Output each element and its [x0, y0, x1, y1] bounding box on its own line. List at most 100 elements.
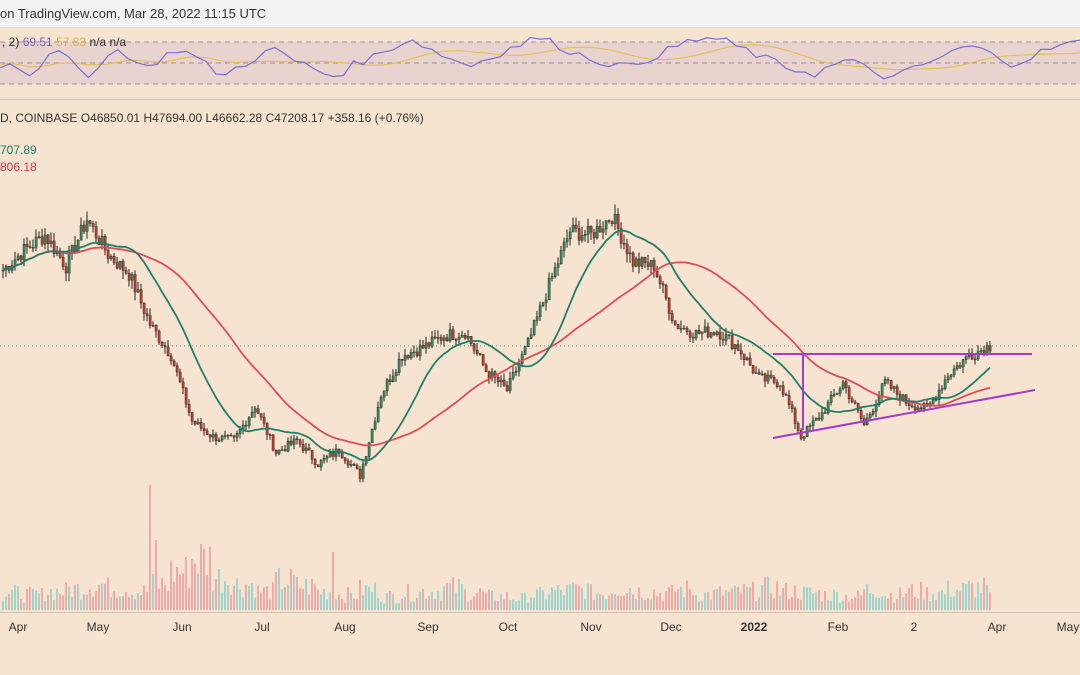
candle-body	[394, 372, 398, 377]
volume-bar	[773, 598, 775, 610]
volume-bar	[968, 580, 970, 610]
volume-bar	[920, 581, 922, 610]
candle-body	[682, 327, 686, 330]
volume-bar	[533, 597, 535, 610]
ma50-line	[2, 246, 991, 447]
candle-body	[259, 413, 263, 418]
candle-body	[622, 243, 626, 245]
candle-body	[223, 435, 227, 437]
volume-bar	[914, 596, 916, 610]
volume-bar	[764, 576, 766, 610]
volume-bar	[29, 586, 31, 610]
volume-bar	[767, 576, 769, 610]
candle-body	[358, 468, 362, 479]
volume-bar	[212, 591, 214, 610]
candle-body	[817, 417, 821, 420]
candle-body	[946, 376, 950, 381]
candle-body	[193, 421, 197, 425]
volume-bar	[551, 587, 553, 610]
volume-bar	[68, 586, 70, 610]
candle-body	[856, 403, 860, 411]
volume-bar	[827, 600, 829, 610]
candle-body	[829, 394, 833, 403]
candle-body	[709, 332, 713, 338]
candle-body	[703, 326, 707, 333]
candle-body	[811, 420, 815, 426]
volume-bar	[707, 592, 709, 610]
volume-bar	[224, 581, 226, 610]
candle-body	[820, 412, 824, 420]
rsi-ma-value: 57.83	[56, 35, 87, 49]
volume-bar	[875, 597, 877, 610]
volume-bar	[362, 595, 364, 610]
volume-bar	[113, 591, 115, 610]
candle-body	[208, 434, 212, 438]
candle-body	[448, 329, 452, 342]
candle-body	[412, 351, 416, 354]
volume-bar	[749, 587, 751, 610]
candle-body	[655, 270, 659, 277]
volume-bar	[218, 568, 220, 610]
candle-body	[262, 416, 266, 424]
candle-body	[541, 302, 545, 306]
volume-bar	[872, 594, 874, 610]
rsi-panel: , 2) 69.51 57.83 n/a n/a	[0, 28, 1080, 100]
candle-body	[340, 452, 344, 459]
x-tick-11: 2	[910, 620, 918, 634]
volume-bar	[395, 603, 397, 610]
volume-bar	[335, 599, 337, 610]
candle-body	[505, 385, 509, 391]
price-chart	[0, 204, 1080, 610]
candle-body	[538, 305, 542, 318]
candle-body	[46, 234, 50, 244]
candle-body	[955, 365, 959, 370]
candle-body	[28, 246, 32, 248]
rsi-na-2: n/a	[109, 35, 127, 49]
attribution-text: on TradingView.com, Mar 28, 2022 11:15 U…	[0, 6, 267, 21]
volume-bar	[389, 591, 391, 610]
volume-bar	[62, 595, 64, 610]
candle-body	[550, 276, 554, 279]
volume-bar	[596, 593, 598, 610]
x-tick-10: Feb	[827, 620, 849, 634]
volume-bar	[98, 584, 100, 610]
volume-bar	[437, 591, 439, 610]
volume-bar	[962, 583, 964, 610]
x-tick-13: May	[1056, 620, 1080, 634]
candle-body	[784, 394, 788, 396]
volume-bar	[368, 586, 370, 610]
volume-bar	[386, 592, 388, 610]
volume-bar	[710, 599, 712, 610]
volume-bar	[734, 585, 736, 610]
candle-body	[205, 430, 209, 435]
volume-bar	[455, 592, 457, 610]
candle-body	[232, 435, 236, 438]
volume-bar	[971, 583, 973, 610]
volume-bar	[725, 590, 727, 610]
volume-bar	[443, 586, 445, 610]
volume-bar	[557, 585, 559, 610]
candle-body	[280, 449, 284, 451]
candle-body	[958, 365, 962, 368]
candle-body	[121, 260, 125, 271]
x-tick-3: Jul	[254, 620, 270, 634]
candle-body	[556, 263, 560, 268]
attribution-bar: on TradingView.com, Mar 28, 2022 11:15 U…	[0, 0, 1080, 28]
candle-body	[616, 214, 620, 229]
volume-bar	[728, 591, 730, 610]
ohlc-legend: D, COINBASE O46850.01 H47694.00 L46662.2…	[0, 111, 424, 125]
volume-bar	[416, 597, 418, 610]
candle-body	[343, 457, 347, 462]
volume-bar	[554, 590, 556, 610]
candle-body	[904, 394, 908, 404]
volume-bar	[185, 556, 187, 610]
candle-body	[592, 232, 596, 239]
volume-bar	[893, 602, 895, 610]
x-tick-6: Oct	[498, 620, 518, 634]
candle-body	[355, 465, 359, 470]
volume-bar	[71, 596, 73, 610]
candle-body	[112, 256, 116, 263]
volume-bar	[230, 594, 232, 610]
candle-body	[619, 228, 623, 244]
candle-body	[757, 372, 761, 375]
